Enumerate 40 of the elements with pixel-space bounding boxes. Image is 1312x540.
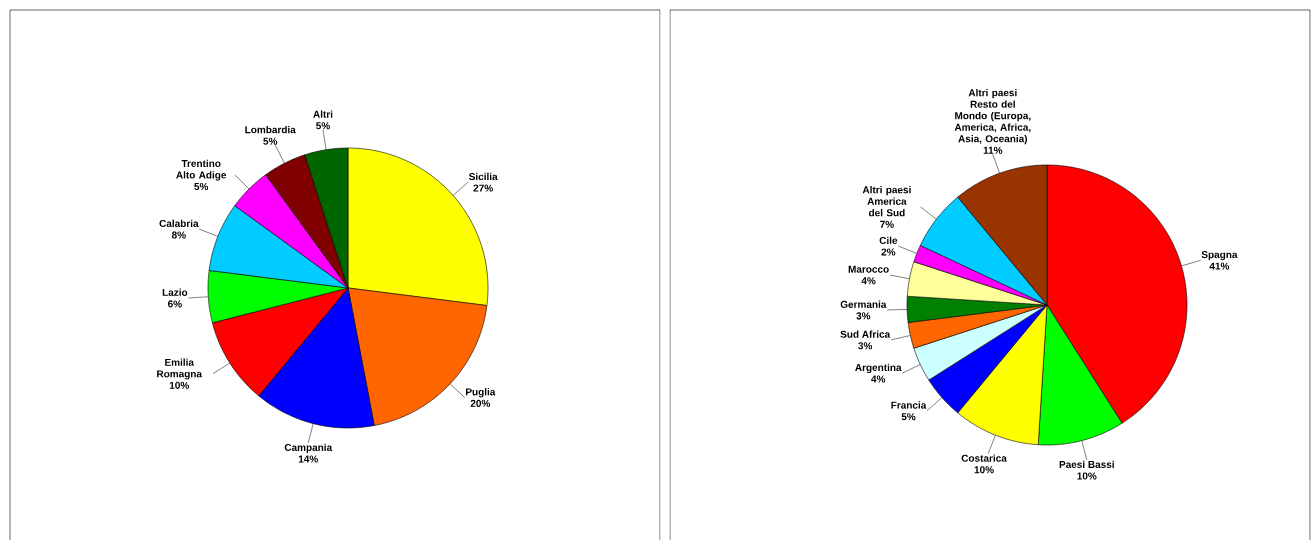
data-label: 4% [871,375,886,383]
slice-label: Lombardia [245,125,296,134]
data-label: 11% [983,146,1003,154]
slice-label: Altri [313,110,333,118]
data-label: 20% [470,399,491,407]
data-label: 3% [856,312,871,320]
slice-label: Sicilia [469,172,498,181]
data-label: 5% [901,413,916,421]
data-label: 14% [298,455,318,463]
slice-label: Marocco [848,265,889,273]
data-label: 10% [974,466,994,474]
slice-label: Germania [840,300,887,308]
slice-label: Argentina [855,363,902,374]
slice-label: Calabria [159,219,199,228]
data-label: 7% [880,220,894,228]
data-label: 2% [881,248,896,256]
slice-label: Altri paesi America del Sud [862,186,911,217]
data-label: 10% [1077,472,1097,480]
slice-label: Campania [284,443,333,453]
slice-label: Sud Africa [840,330,891,338]
slice-label: Altri paesi Resto del Mondo (Europa, America, Africa, Asia, Oceania) [954,88,1031,145]
data-label: 5% [316,122,330,130]
slice-label: Puglia [466,388,496,398]
data-label: 5% [194,182,209,191]
data-label: 27% [473,184,493,192]
slice-label: Costarica [961,454,1007,462]
data-label: 3% [858,342,873,350]
slice-label: Paesi Bassi [1059,460,1114,468]
data-label: 10% [169,381,189,389]
slice-label: Trentino Alto Adige [176,159,227,181]
data-label: 8% [171,231,186,239]
data-label: 6% [167,300,182,308]
slice-label: Cile [879,236,898,245]
data-label: 4% [861,277,876,285]
slice-label: Lazio [162,288,188,296]
data-label: 5% [263,137,278,145]
data-label: 41% [1209,262,1230,270]
slice-label: Spagna [1201,251,1238,261]
slice-label: Emilia Romagna [157,358,203,380]
slice-label: Francia [891,401,927,409]
